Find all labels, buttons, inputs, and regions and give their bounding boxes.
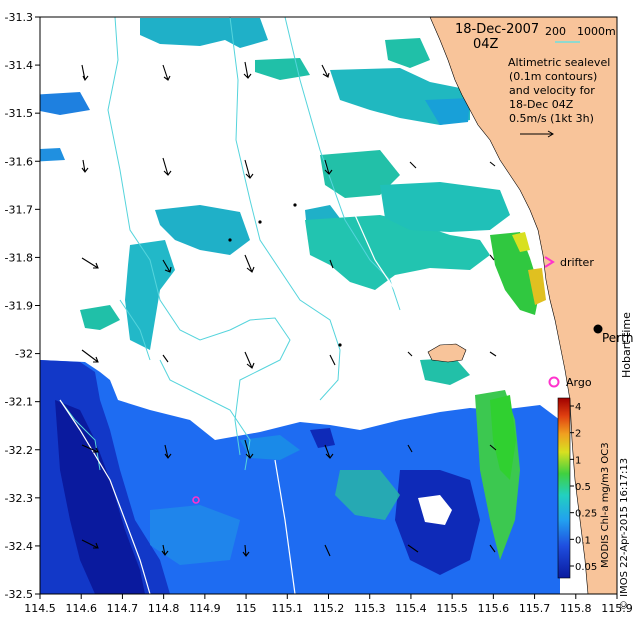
- y-tick-label: -31.4: [5, 59, 33, 72]
- sealevel-contours: [59, 17, 401, 471]
- label-drifter: drifter: [560, 256, 594, 269]
- description-line-1: Altimetric sealevel: [508, 56, 610, 69]
- colorbar-tick-label: 0.5: [575, 482, 591, 493]
- x-tick-label: 114.8: [148, 602, 180, 615]
- x-tick-label: 115.9: [601, 602, 633, 615]
- description-line-3: and velocity for: [509, 84, 595, 97]
- drifter-marker: [544, 256, 555, 268]
- perth-marker: [593, 324, 603, 334]
- colorbar-tick-label: 1: [575, 455, 581, 466]
- description-line-4: 18-Dec 04Z: [509, 98, 574, 111]
- velocity-scale-arrow: [520, 130, 554, 138]
- map-time: 04Z: [473, 37, 499, 52]
- land-mass: [429, 17, 617, 594]
- map-date: 18-Dec-2007: [455, 22, 539, 37]
- colorbar-tick-label: 2: [575, 429, 581, 440]
- altimeter-tracks: [59, 214, 396, 594]
- description-line-5: 0.5m/s (1kt 3h): [509, 112, 594, 125]
- credit-text: © IMOS 22-Apr-2015 16:17:13: [619, 458, 630, 610]
- bathy-label-200: 200: [545, 25, 566, 38]
- x-tick-label: 115.4: [395, 602, 427, 615]
- colorbar-tick-label: 0.05: [575, 562, 597, 573]
- x-tick-label: 114.7: [107, 602, 139, 615]
- y-tick-label: -32: [15, 348, 33, 361]
- y-tick-label: -31.7: [5, 203, 33, 216]
- x-tick-label: 115: [236, 602, 257, 615]
- x-axis: 114.5 114.6 114.7 114.8 114.9 115 115.1 115.2 11…: [24, 594, 633, 615]
- colorbar-tick-label: 0.1: [575, 535, 591, 546]
- x-tick-label: 115.6: [478, 602, 510, 615]
- y-tick-label: -31.9: [5, 300, 33, 313]
- colorbar-tick-label: 4: [575, 402, 581, 413]
- description-line-2: (0.1m contours): [509, 70, 597, 83]
- y-tick-label: -32.3: [5, 492, 33, 505]
- y-tick-label: -31.3: [5, 11, 33, 24]
- y-tick-label: -32.2: [5, 444, 33, 457]
- rottnest-island: [427, 343, 467, 363]
- y-tick-label: -32.1: [5, 396, 33, 409]
- y-tick-label: -31.5: [5, 107, 33, 120]
- y-axis: -31.3 -31.4 -31.5 -31.6 -31.7 -31.8 -31.9 -32 -3…: [5, 11, 40, 601]
- x-tick-label: 115.1: [272, 602, 304, 615]
- y-tick-label: -31.8: [5, 251, 33, 264]
- y-tick-label: -32.4: [5, 540, 33, 553]
- y-tick-label: -31.6: [5, 155, 33, 168]
- x-tick-label: 115.5: [436, 602, 468, 615]
- x-tick-label: 114.5: [24, 602, 56, 615]
- velocity-arrows: [81, 61, 497, 557]
- colorbar: [557, 397, 571, 579]
- x-tick-label: 114.6: [65, 602, 97, 615]
- x-tick-label: 115.8: [560, 602, 592, 615]
- label-argo: Argo: [566, 376, 592, 389]
- velocity-dots: [228, 203, 342, 347]
- colorbar-title: MODIS Chl-a mg/m3 OC3: [600, 442, 611, 568]
- label-perth: Perth: [602, 331, 633, 345]
- x-tick-label: 115.7: [519, 602, 551, 615]
- description-block: Altimetric sealevel (0.1m contours) and …: [508, 56, 610, 125]
- colorbar-tick-label: 0.25: [575, 509, 597, 520]
- argo-marker: [548, 376, 560, 388]
- x-tick-label: 114.9: [189, 602, 221, 615]
- x-tick-label: 115.3: [354, 602, 386, 615]
- argo-marker-small: [192, 496, 200, 504]
- y-tick-label: -32.5: [5, 588, 33, 601]
- colorbar-ticks: 4 2 1 0.5 0.25 0.1 0.05: [570, 402, 597, 573]
- label-hobart-time: Hobart time: [620, 312, 633, 378]
- bathy-label-1000: 1000m: [577, 25, 616, 38]
- x-tick-label: 115.2: [313, 602, 345, 615]
